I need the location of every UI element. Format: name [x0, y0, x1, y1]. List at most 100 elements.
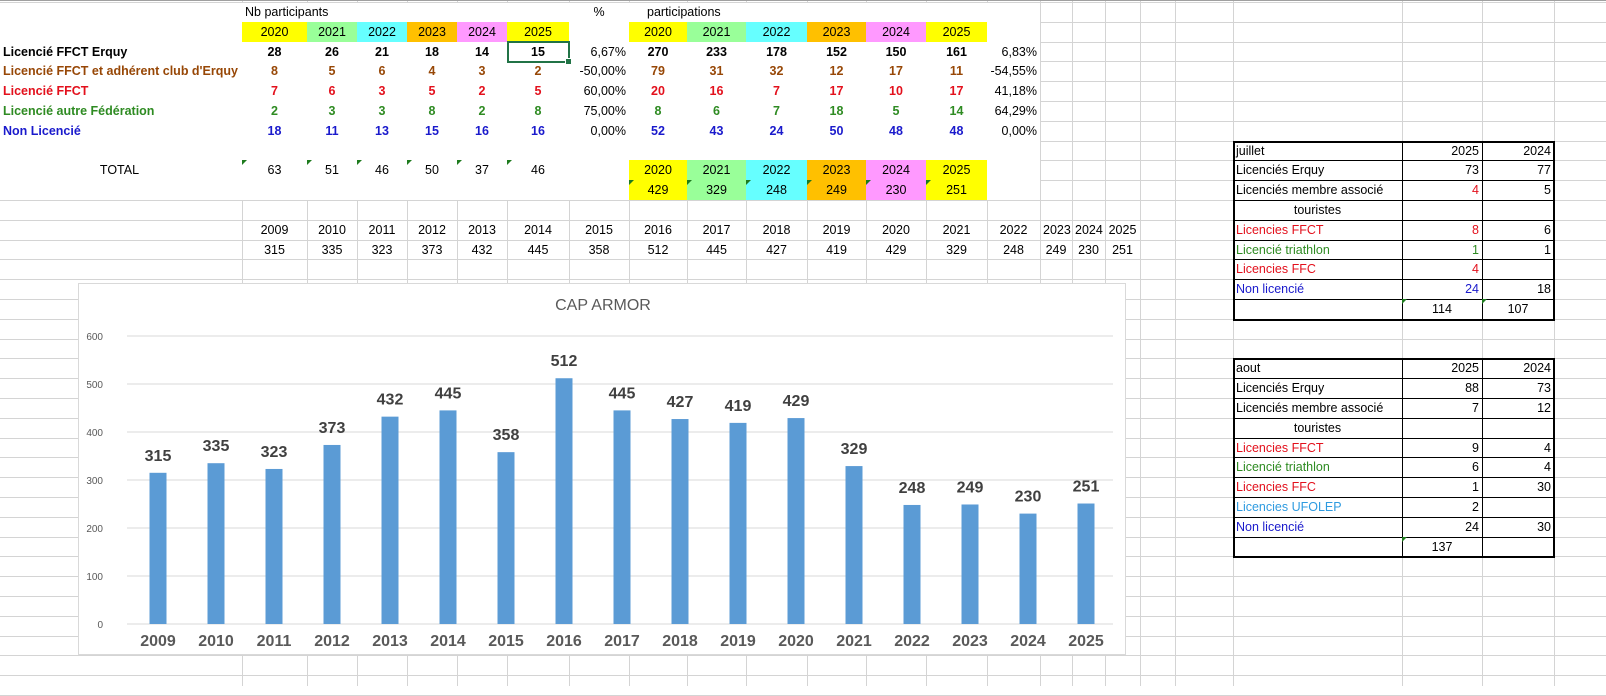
participants-value[interactable]: 18 — [425, 44, 439, 59]
participations-value[interactable]: 48 — [889, 123, 903, 138]
participants-value[interactable]: 16 — [475, 123, 489, 138]
aout-table-row-label[interactable]: Licencies UFOLEP — [1236, 500, 1342, 514]
juillet-table-row-label[interactable]: touristes — [1293, 203, 1342, 217]
history-value[interactable]: 329 — [946, 242, 967, 257]
participants-total[interactable]: 46 — [507, 160, 569, 180]
aout-table-value-2025[interactable]: 88 — [1465, 381, 1479, 396]
participations-value[interactable]: 32 — [769, 64, 784, 79]
participants-percent[interactable]: 6,67% — [590, 44, 626, 59]
participations-value[interactable]: 79 — [651, 64, 665, 79]
juillet-table-value-2024[interactable] — [1482, 259, 1554, 279]
row-label[interactable]: Licencié FFCT — [3, 84, 89, 99]
aout-table-value-2025[interactable]: 9 — [1472, 440, 1479, 455]
juillet-table-title[interactable]: juillet — [1236, 143, 1265, 158]
percent-header[interactable]: % — [593, 5, 605, 19]
participations-total-year[interactable]: 2020 — [629, 160, 687, 181]
history-year[interactable]: 2011 — [368, 222, 396, 237]
participations-value[interactable]: 5 — [892, 104, 900, 118]
participations-percent[interactable]: 41,18% — [994, 84, 1037, 99]
aout-table-value-2025[interactable] — [1402, 418, 1482, 438]
participations-percent[interactable]: 0,00% — [1001, 123, 1037, 138]
aout-table-row-label[interactable]: Licenciés membre associé — [1236, 401, 1384, 415]
history-year[interactable]: 2020 — [882, 222, 910, 237]
participants-total[interactable]: 51 — [307, 160, 357, 180]
history-value[interactable]: 335 — [321, 242, 343, 257]
participants-year-header[interactable]: 2021 — [307, 21, 357, 42]
aout-table-value-2024[interactable]: 4 — [1544, 440, 1551, 455]
aout-table-value-2024[interactable]: 4 — [1544, 460, 1551, 475]
participations-value[interactable]: 50 — [829, 123, 844, 138]
participations-value[interactable]: 233 — [706, 44, 727, 59]
history-year[interactable]: 2012 — [418, 222, 446, 237]
aout-table-value-2025[interactable]: 1 — [1472, 480, 1479, 495]
participants-value[interactable]: 26 — [325, 44, 339, 59]
history-year[interactable]: 2019 — [822, 222, 851, 237]
history-value[interactable]: 315 — [264, 242, 285, 257]
participations-total[interactable]: 230 — [866, 180, 926, 201]
participants-value[interactable]: 3 — [478, 64, 486, 79]
participants-value[interactable]: 6 — [328, 84, 336, 99]
history-value[interactable]: 445 — [527, 242, 549, 257]
participants-year-header[interactable]: 2020 — [242, 21, 307, 42]
juillet-table-row-label[interactable]: Licencies FFC — [1236, 262, 1316, 277]
participations-value[interactable]: 24 — [769, 123, 784, 138]
history-year[interactable]: 2014 — [524, 222, 552, 237]
juillet-table-row-label[interactable]: Licenciés membre associé — [1236, 183, 1384, 198]
participations-year-header[interactable]: 2022 — [746, 21, 807, 42]
participants-value[interactable]: 21 — [375, 44, 389, 59]
participants-value[interactable]: 3 — [328, 104, 336, 118]
participations-percent[interactable]: 6,83% — [1001, 44, 1037, 59]
aout-table-value-2025[interactable]: 2 — [1472, 500, 1479, 514]
aout-table-value-2025[interactable]: 7 — [1472, 401, 1479, 415]
participants-value[interactable]: 15 — [531, 44, 545, 59]
history-value[interactable]: 230 — [1078, 242, 1099, 257]
history-value[interactable]: 358 — [588, 242, 610, 257]
participations-year-header[interactable]: 2025 — [926, 21, 987, 42]
participants-value[interactable]: 16 — [531, 123, 545, 138]
juillet-table-value-2024[interactable]: 6 — [1544, 222, 1551, 237]
juillet-table-total-2025[interactable]: 114 — [1402, 299, 1482, 319]
participants-value[interactable]: 15 — [425, 123, 439, 138]
participants-percent[interactable]: 0,00% — [590, 123, 626, 138]
participants-value[interactable]: 8 — [534, 104, 542, 118]
participations-value[interactable]: 7 — [773, 104, 780, 118]
participations-value[interactable]: 150 — [885, 44, 907, 59]
juillet-table-value-2024[interactable]: 1 — [1544, 242, 1551, 257]
participants-year-header[interactable]: 2025 — [507, 21, 569, 42]
participations-value[interactable]: 17 — [949, 84, 964, 99]
participations-value[interactable]: 12 — [829, 64, 844, 79]
aout-table-value-2024[interactable]: 73 — [1537, 381, 1551, 396]
participations-value[interactable]: 10 — [889, 84, 903, 99]
history-year[interactable]: 2018 — [762, 222, 791, 237]
history-year[interactable]: 2009 — [260, 222, 289, 237]
participations-total-year[interactable]: 2021 — [687, 160, 746, 181]
participations-value[interactable]: 7 — [773, 84, 780, 99]
history-year[interactable]: 2013 — [468, 222, 496, 237]
juillet-table-value-2024[interactable]: 5 — [1544, 183, 1551, 198]
participants-total[interactable]: 46 — [357, 160, 407, 180]
aout-table-value-2024[interactable]: 30 — [1537, 519, 1551, 534]
history-year[interactable]: 2025 — [1108, 222, 1137, 237]
participations-total-year[interactable]: 2025 — [926, 160, 987, 181]
participants-value[interactable]: 8 — [428, 104, 436, 118]
participations-year-header[interactable]: 2024 — [866, 21, 926, 42]
participants-value[interactable]: 7 — [271, 84, 278, 99]
participants-value[interactable]: 5 — [428, 84, 436, 99]
participations-percent[interactable]: -54,55% — [990, 64, 1037, 79]
participants-value[interactable]: 2 — [478, 104, 486, 118]
history-value[interactable]: 419 — [826, 242, 847, 257]
juillet-table-col-header[interactable]: 2024 — [1523, 143, 1551, 158]
aout-table-value-2025[interactable]: 6 — [1472, 460, 1479, 475]
participants-year-header[interactable]: 2024 — [457, 21, 507, 42]
juillet-table-value-2025[interactable]: 4 — [1472, 262, 1479, 277]
participants-value[interactable]: 2 — [478, 84, 486, 99]
participants-value[interactable]: 5 — [328, 64, 336, 79]
participants-value[interactable]: 14 — [475, 44, 489, 59]
participations-value[interactable]: 17 — [889, 64, 903, 79]
juillet-table-value-2025[interactable] — [1402, 200, 1482, 220]
history-value[interactable]: 249 — [1045, 242, 1067, 257]
aout-table-total-2025[interactable]: 137 — [1402, 536, 1482, 557]
participations-total-year[interactable]: 2023 — [807, 160, 866, 181]
participations-value[interactable]: 43 — [709, 123, 724, 138]
